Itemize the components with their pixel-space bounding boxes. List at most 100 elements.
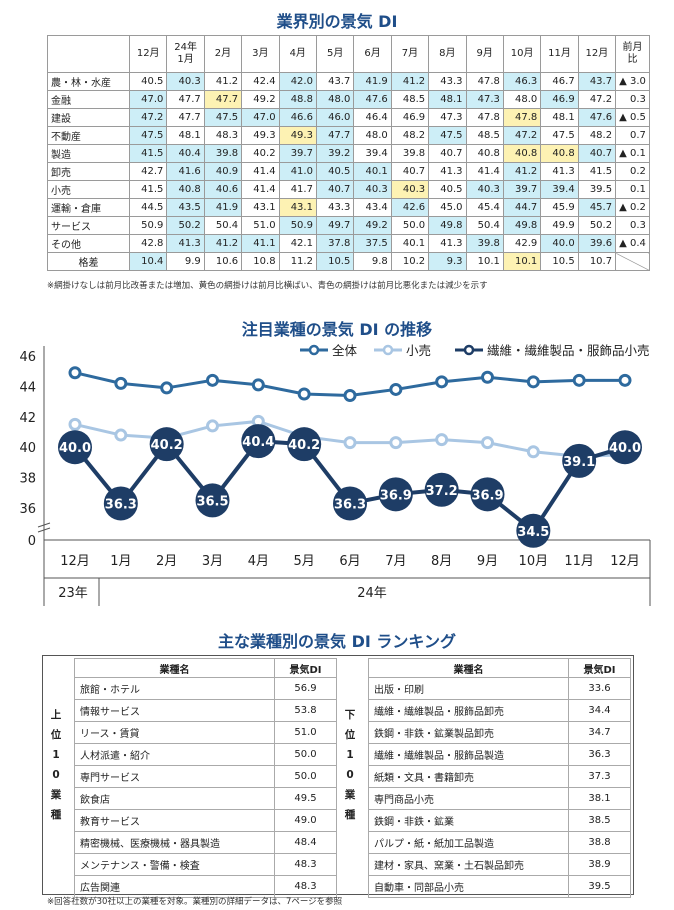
table-cell: 9.8 bbox=[353, 252, 392, 271]
table-cell: 48.2 bbox=[390, 126, 430, 145]
table-cell: 10.6 bbox=[203, 252, 243, 271]
ranking-di: 39.5 bbox=[568, 875, 631, 898]
table-cell: 47.8 bbox=[465, 72, 504, 91]
top-ranking-table: 業種名 景気DI 旅館・ホテル 56.9 情報サービス 53.8 リース・賃貸 51.0 人… bbox=[74, 658, 337, 898]
table-cell: 39.8 bbox=[203, 144, 243, 163]
header-cell: 7月 bbox=[390, 35, 430, 73]
vertical-char: 業 bbox=[344, 789, 356, 801]
ranking-industry: 教育サービス bbox=[74, 809, 275, 832]
x-tick-label: 10月 bbox=[519, 554, 549, 569]
row-label: 運輸・倉庫 bbox=[47, 198, 130, 217]
table-row: 運輸・倉庫 44.5 43.5 41.9 43.1 43.1 43.3 43.4 42.6 45.… bbox=[47, 198, 650, 217]
series-point bbox=[608, 430, 642, 465]
header-cell: 8月 bbox=[428, 35, 467, 73]
ranking-di: 56.9 bbox=[274, 677, 337, 700]
ranking-row: 情報サービス 53.8 bbox=[74, 699, 337, 722]
table-cell: 46.9 bbox=[540, 90, 579, 109]
table-cell: 48.1 bbox=[166, 126, 205, 145]
table-cell: 45.4 bbox=[465, 198, 504, 217]
ranking-industry: 出版・印刷 bbox=[368, 677, 569, 700]
table-cell: 48.0 bbox=[502, 90, 542, 109]
legend-label: 小売 bbox=[406, 343, 431, 358]
diff-cell: ▲ 0.4 bbox=[615, 234, 650, 253]
header-cell: 24年 1月 bbox=[166, 35, 205, 73]
table-cell: 49.8 bbox=[502, 216, 542, 235]
table-cell: 41.2 bbox=[203, 72, 243, 91]
x-tick-label: 5月 bbox=[294, 554, 315, 569]
vertical-char: 業 bbox=[50, 789, 62, 801]
header-cell: 11月 bbox=[540, 35, 579, 73]
header-cell: 3月 bbox=[241, 35, 280, 73]
table-cell: 49.3 bbox=[241, 126, 280, 145]
legend-marker bbox=[382, 344, 394, 356]
table-cell: 43.3 bbox=[315, 198, 355, 217]
ranking-row: 建材・家具、窯業・土石製品卸売 38.9 bbox=[368, 853, 631, 876]
ranking-di: 38.8 bbox=[568, 831, 631, 854]
table-row: 不動産 47.5 48.1 48.3 49.3 49.3 47.7 48.0 48.2 47.5 4… bbox=[47, 126, 650, 145]
di-trend-chart: 46 44 42 40 38 36 0 12月 1月 2月 3月 4月 5月 6月 7月 8月 9月 10月 11月… bbox=[19, 343, 651, 606]
ranking-row: 教育サービス 49.0 bbox=[74, 809, 337, 832]
table-row: 卸売 42.7 41.6 40.9 41.4 41.0 40.5 40.1 40.7 41.3 41… bbox=[47, 162, 650, 181]
table-cell: 40.5 bbox=[428, 180, 467, 199]
table-cell: 44.7 bbox=[502, 198, 542, 217]
row-label: 建設 bbox=[47, 108, 130, 127]
table-cell: 48.1 bbox=[428, 90, 467, 109]
series-point bbox=[618, 373, 632, 387]
header-cell: 4月 bbox=[278, 35, 317, 73]
table-cell: 11.2 bbox=[278, 252, 317, 271]
row-label: 不動産 bbox=[47, 126, 130, 145]
table-cell: 40.3 bbox=[166, 72, 205, 91]
ranking-di: 34.7 bbox=[568, 721, 631, 744]
ranking-industry: 飲食店 bbox=[74, 787, 275, 810]
ranking-industry: 鉄鋼・非鉄・鉱業 bbox=[368, 809, 569, 832]
ranking-row: 紙類・文具・書籍卸売 37.3 bbox=[368, 765, 631, 788]
series-point bbox=[103, 486, 138, 521]
row-label: 小売 bbox=[47, 180, 130, 199]
table-cell: 43.5 bbox=[166, 198, 205, 217]
series-point bbox=[470, 477, 505, 512]
series-point bbox=[206, 419, 219, 433]
diff-cell: ▲ 0.5 bbox=[615, 108, 650, 127]
table-cell: 45.0 bbox=[428, 198, 467, 217]
table-cell: 41.3 bbox=[166, 234, 205, 253]
table-cell: 39.4 bbox=[540, 180, 579, 199]
vertical-char: 位 bbox=[344, 729, 356, 741]
chart-title: 注目業種の景気 DI の推移 bbox=[241, 320, 433, 339]
diff-cell bbox=[615, 252, 650, 271]
series-point bbox=[389, 436, 403, 450]
x-tick-label: 8月 bbox=[431, 554, 452, 569]
table-row: 格差 10.4 9.9 10.6 10.8 11.2 10.5 9.8 10.2 9.3 10.1 1… bbox=[47, 252, 650, 271]
table-cell: 43.4 bbox=[353, 198, 392, 217]
table-cell: 10.5 bbox=[540, 252, 579, 271]
data-label: 36.3 bbox=[105, 497, 137, 512]
y-tick-label: 46 bbox=[19, 350, 36, 365]
table-cell: 46.0 bbox=[315, 108, 355, 127]
ranking-industry: 人材派遣・紹介 bbox=[74, 743, 275, 766]
table-cell: 40.2 bbox=[241, 144, 280, 163]
ranking-industry: 自動車・同部品小売 bbox=[368, 875, 569, 898]
diff-cell: 0.1 bbox=[615, 180, 650, 199]
header-cell: 12月 bbox=[577, 35, 617, 73]
table-cell: 46.9 bbox=[390, 108, 430, 127]
table-cell: 48.2 bbox=[577, 126, 617, 145]
table-cell: 50.2 bbox=[577, 216, 617, 235]
vertical-char: 0 bbox=[52, 769, 60, 781]
table-cell: 50.4 bbox=[465, 216, 504, 235]
ranking-di: 50.0 bbox=[274, 743, 337, 766]
data-label: 40.4 bbox=[242, 435, 274, 450]
table-row: 金融 47.0 47.7 47.7 49.2 48.8 48.0 47.6 48.5 48.1 47… bbox=[47, 90, 650, 109]
ranking-industry: 専門商品小売 bbox=[368, 787, 569, 810]
series-point bbox=[424, 472, 459, 507]
table-note: ※網掛けなしは前月比改善または増加、黄色の網掛けは前月比横ばい、青色の網掛けは前… bbox=[47, 281, 488, 291]
series-point bbox=[516, 513, 551, 548]
diff-cell: ▲ 0.1 bbox=[615, 144, 650, 163]
table-cell: 47.6 bbox=[353, 90, 392, 109]
series-point bbox=[114, 376, 128, 390]
ranking-industry: 専門サービス bbox=[74, 765, 275, 788]
ranking-row: 広告関連 48.3 bbox=[74, 875, 337, 898]
table-cell: 47.7 bbox=[315, 126, 355, 145]
table-cell: 47.6 bbox=[577, 108, 617, 127]
table-cell: 41.4 bbox=[241, 162, 280, 181]
table-cell: 40.9 bbox=[203, 162, 243, 181]
ranking-di: 48.3 bbox=[274, 853, 337, 876]
